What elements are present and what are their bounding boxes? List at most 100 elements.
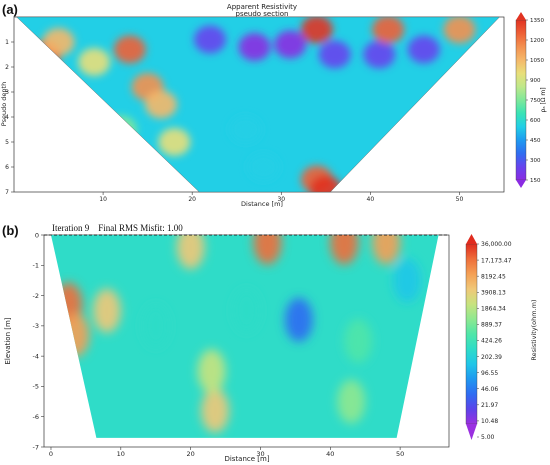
panel-a-colorbar-bar <box>515 19 527 181</box>
panel-a-feature-6 <box>145 90 177 119</box>
panel-a-feature-7 <box>158 128 191 156</box>
panel-a-feature-17 <box>443 17 476 44</box>
panel-b-colorbar-bottom-arrow <box>466 424 477 440</box>
panel-b-colorbar-top-arrow <box>466 234 477 244</box>
panel-b-feature-4 <box>197 349 226 394</box>
panel-b-feature-11 <box>253 235 282 265</box>
panel-a-colorbar-tick-label: 1050 <box>530 58 544 64</box>
panel-a-colorbar-tick-label: 750 <box>530 98 541 104</box>
panel-b-feature-9 <box>232 288 261 333</box>
panel-b-ytick-label: -6 <box>33 413 39 421</box>
panel-b-ytick-label: -1 <box>33 262 39 270</box>
panel-b-colorbar-tick-label: 424.26 <box>481 338 502 345</box>
panel-b-colorbar-tick-label: 21.97 <box>481 402 498 409</box>
panel-b-colorbar-tick-label: 3908.13 <box>481 289 506 296</box>
panel-a-xtick-label: 10 <box>99 196 107 203</box>
panel-a-xtick-label: 20 <box>188 196 196 203</box>
panel-b-colorbar-tick-label: 202.39 <box>481 354 502 361</box>
panel-b-feature-12 <box>330 235 359 265</box>
panel-b-ylabel: Elevation [m] <box>4 317 12 364</box>
panel-a-title: Apparent Resistivity <box>227 3 297 11</box>
panel-a-feature-20 <box>309 175 342 192</box>
panel-b-colorbar: 5.00 10.48 21.97 46.06 96.55 202.39 424.26 889.… <box>465 234 538 441</box>
panel-b-feature-3 <box>201 388 230 433</box>
panel-b-ytick-label: -7 <box>33 443 39 451</box>
panel-a-feature-2 <box>42 28 75 56</box>
panel-b-xtick-label: 0 <box>49 450 53 458</box>
panel-a-ytick-label: 7 <box>5 189 9 196</box>
panel-b-colorbar-tick-label: 46.06 <box>481 386 498 393</box>
panel-a-ytick-label: 2 <box>5 64 9 71</box>
panel-a-feature-3 <box>78 48 111 76</box>
panel-a-ytick-label: 3 <box>5 89 9 96</box>
panel-a-xtick-label: 50 <box>456 196 464 203</box>
panel-b-feature-5 <box>337 379 366 424</box>
panel-a-colorbar-tick-label: 900 <box>530 78 541 84</box>
panel-b-xtick-label: 10 <box>117 450 125 458</box>
panel-b-field <box>50 235 439 438</box>
panel-b-label: (b) <box>2 223 19 238</box>
panel-b-colorbar-tick-label: 8192.45 <box>481 273 506 280</box>
panel-a-ytick-label: 1 <box>5 39 9 46</box>
panel-a-feature-16 <box>372 17 405 44</box>
panel-b-title: Iteration 9 Final RMS Misfit: 1.00 <box>52 223 183 233</box>
panel-b-colorbar-tick-label: 1864.34 <box>481 306 506 313</box>
panel-a-feature-8 <box>104 115 137 144</box>
panel-a-feature-4 <box>113 35 146 64</box>
panel-a-outline <box>16 16 501 193</box>
panel-b-colorbar-tick-label: 36,000.00 <box>481 241 512 248</box>
panel-a-field <box>16 17 500 192</box>
panel-a-feature-21 <box>247 153 280 181</box>
panel-b-xtick-label: 20 <box>186 450 194 458</box>
panel-a-feature-11 <box>274 30 307 59</box>
panel-b-feature-10 <box>393 258 422 303</box>
panel-b-ytick-label: -3 <box>33 322 39 330</box>
panel-a-colorbar-label: ρₐ [Ω m] <box>540 87 547 112</box>
panel-b-colorbar-label: Resistivity(ohm.m) <box>530 299 538 360</box>
panel-b-colorbar-tick-label: 17,173.47 <box>481 257 512 264</box>
panel-a-colorbar-tick-label: 150 <box>530 178 541 184</box>
panel-a-feature-0 <box>24 48 57 76</box>
panel-b-colorbar-tick-label: 5.00 <box>481 434 495 441</box>
panel-b-colorbar-tick-label: 10.48 <box>481 418 498 425</box>
panel-b: (b) Iteration 9 Final RMS Misfit: 1.00 0… <box>2 223 538 463</box>
panel-b-ytick-label: -4 <box>33 352 39 360</box>
panel-a: (a) Apparent Resistivity pseudo section … <box>0 2 547 208</box>
panel-a-xtick-label: 30 <box>277 196 285 203</box>
panel-a-label: (a) <box>2 2 18 17</box>
panel-b-xtick-label: 30 <box>256 450 264 458</box>
panel-b-feature-1 <box>61 312 90 357</box>
panel-a-colorbar: 150 300 450 600 750 900 1050 1200 1350 ρₐ [Ω m] <box>515 12 547 188</box>
panel-b-xtick-label: 50 <box>396 450 404 458</box>
panel-a-ytick-label: 4 <box>5 114 9 121</box>
panel-a-ytick-label: 6 <box>5 164 9 171</box>
panel-a-xtick-label: 40 <box>367 196 375 203</box>
panel-a-xlabel: Distance [m] <box>241 200 283 208</box>
panel-a-colorbar-tick-label: 600 <box>530 118 541 124</box>
panel-b-colorbar-bar <box>465 243 478 425</box>
panel-a-feature-15 <box>300 17 333 44</box>
panel-b-feature-6 <box>344 319 373 363</box>
panel-a-colorbar-tick-label: 300 <box>530 158 541 164</box>
panel-b-feature-7 <box>284 297 313 342</box>
panel-b-xlabel: Distance [m] <box>224 455 269 463</box>
panel-b-feature-13 <box>372 235 401 265</box>
panel-a-colorbar-tick-label: 1350 <box>530 18 544 24</box>
panel-a-feature-13 <box>363 40 396 69</box>
panel-a-colorbar-bottom-arrow <box>516 180 526 188</box>
panel-b-background <box>50 235 439 438</box>
panel-b-colorbar-tick-label: 889.37 <box>481 322 502 329</box>
panel-b-colorbar-tick-label: 96.55 <box>481 370 498 377</box>
panel-a-subtitle: pseudo section <box>236 10 289 18</box>
panel-b-feature-2 <box>92 288 121 333</box>
panel-a-feature-10 <box>238 33 271 61</box>
panel-a-colorbar-tick-label: 450 <box>530 138 541 144</box>
panel-b-feature-8 <box>141 303 170 348</box>
panel-b-ytick-label: 0 <box>35 231 39 239</box>
panel-a-feature-14 <box>407 35 440 64</box>
panel-a-ylabel: Pseudo depth <box>0 82 8 126</box>
panel-a-feature-18 <box>229 115 262 144</box>
panel-a-feature-9 <box>194 25 226 54</box>
panel-b-feature-14 <box>176 235 205 270</box>
